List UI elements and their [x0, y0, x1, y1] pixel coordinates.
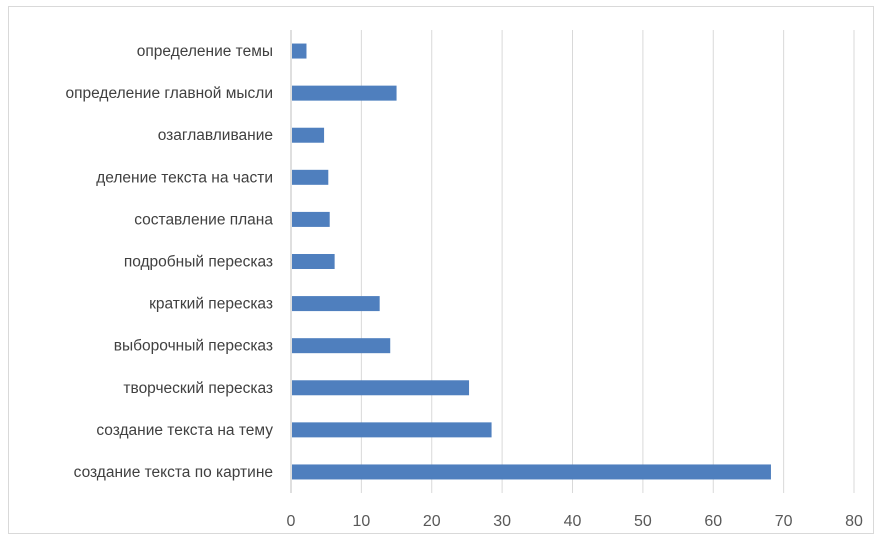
category-label: составление плана [134, 211, 273, 228]
bar [292, 296, 380, 312]
category-label: создание текста на тему [96, 422, 273, 439]
category-label: краткий пересказ [149, 296, 273, 313]
chart-frame [8, 6, 874, 534]
x-tick-label: 40 [564, 513, 582, 530]
bar [292, 43, 307, 59]
category-label: озаглавливание [158, 127, 273, 144]
x-tick-label: 0 [287, 513, 296, 530]
x-tick-label: 60 [704, 513, 722, 530]
bar [292, 422, 492, 438]
bar [292, 380, 470, 396]
bar [292, 169, 329, 185]
category-label: творческий пересказ [123, 380, 273, 397]
bars [292, 43, 771, 480]
x-tick-label: 30 [493, 513, 511, 530]
bar [292, 464, 771, 480]
category-label: определение темы [137, 43, 273, 60]
category-label: деление текста на части [96, 169, 273, 186]
x-tick-label: 20 [423, 513, 441, 530]
x-axis-tick-labels: 0 10 20 30 40 50 60 70 80 [287, 513, 863, 530]
bar [292, 211, 330, 227]
category-labels: определение темы определение главной мысл… [66, 43, 274, 481]
category-label: определение главной мысли [66, 85, 273, 102]
x-tick-label: 80 [845, 513, 863, 530]
category-label: выборочный пересказ [114, 338, 273, 355]
bar [292, 338, 391, 354]
x-tick-label: 70 [775, 513, 793, 530]
bar [292, 254, 335, 269]
x-tick-label: 50 [634, 513, 652, 530]
category-label: подробный пересказ [124, 254, 273, 271]
bar [292, 85, 397, 101]
x-tick-label: 10 [352, 513, 370, 530]
bar [292, 127, 325, 143]
gridlines [290, 30, 855, 493]
category-label: создание текста по картине [74, 464, 273, 481]
